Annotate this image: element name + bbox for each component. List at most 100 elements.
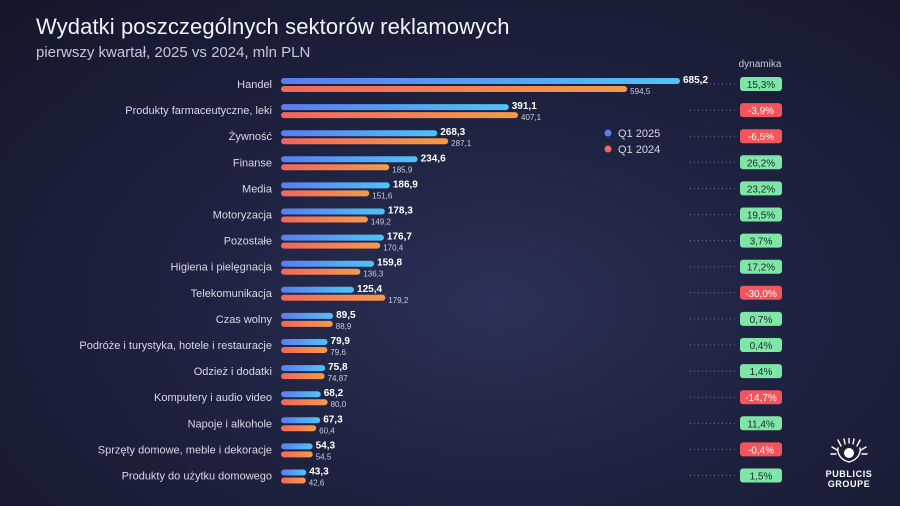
bar-q1-2024 [281, 268, 361, 275]
legend-marker [604, 129, 612, 137]
bar-q1-2024 [281, 477, 306, 484]
legend-marker [604, 145, 612, 153]
data-label-q1-2025: 54,3 [316, 440, 336, 451]
data-label-q1-2024: 287,1 [451, 139, 472, 148]
bar-q1-2025 [281, 417, 321, 424]
data-label-q1-2025: 159,8 [377, 258, 402, 269]
bar-q1-2025 [281, 182, 390, 189]
bar-q1-2025 [281, 104, 509, 111]
bar-q1-2025 [281, 156, 418, 163]
chart-title: Wydatki poszczególnych sektorów reklamow… [36, 14, 510, 39]
category-label: Żywność [229, 130, 273, 143]
bar-q1-2025 [281, 391, 321, 398]
data-label-q1-2025: 75,8 [328, 362, 348, 373]
dynamics-badge-negative [740, 285, 782, 300]
category-label: Komputery i audio video [154, 392, 272, 404]
data-label-q1-2025: 176,7 [387, 232, 412, 243]
category-label: Produkty do użytku domowego [122, 471, 272, 483]
category-label: Napoje i alkohole [188, 418, 272, 430]
bar-q1-2025 [281, 312, 334, 319]
category-label: Motoryzacja [213, 210, 273, 222]
data-label-q1-2025: 685,2 [683, 75, 708, 86]
bar-q1-2025 [281, 78, 680, 84]
dynamics-badge-positive [740, 338, 782, 352]
data-label-q1-2025: 178,3 [388, 206, 413, 217]
category-label: Higiena i pielęgnacja [170, 262, 272, 274]
dynamics-value: 19,5% [747, 211, 775, 222]
bar-q1-2024 [281, 138, 449, 145]
bar-q1-2024 [281, 294, 386, 301]
bar-q1-2025 [281, 234, 384, 241]
dynamics-badge-positive [740, 311, 782, 326]
dynamics-badge-positive [740, 207, 782, 222]
dynamics-value: 23,2% [747, 184, 775, 195]
bar-q1-2024 [281, 86, 628, 92]
bar-q1-2024 [281, 399, 328, 406]
logo-text-line2: GROUPE [827, 479, 871, 489]
dynamics-header: dynamika [738, 59, 782, 70]
data-label-q1-2025: 89,5 [336, 310, 356, 321]
data-label-q1-2024: 149,2 [371, 218, 392, 227]
data-label-q1-2025: 67,3 [323, 414, 343, 425]
lion-head-icon [830, 437, 868, 463]
dynamics-value: 11,4% [747, 419, 775, 430]
data-label-q1-2024: 185,9 [392, 165, 413, 174]
data-label-q1-2025: 268,3 [440, 127, 465, 138]
data-label-q1-2024: 151,6 [372, 191, 393, 200]
data-label-q1-2024: 136,3 [363, 270, 384, 279]
data-label-q1-2024: 79,6 [330, 348, 346, 357]
legend-label: Q1 2024 [618, 144, 660, 156]
data-label-q1-2024: 170,4 [383, 244, 404, 253]
dynamics-badge-positive [740, 233, 782, 248]
bar-q1-2024 [281, 216, 368, 223]
dynamics-value: -30,0% [745, 289, 777, 300]
bar-q1-2025 [281, 443, 313, 450]
dynamics-value: 3,7% [750, 237, 773, 248]
data-label-q1-2025: 43,3 [309, 467, 329, 478]
logo-text-line1: PUBLICIS [825, 469, 873, 479]
dynamics-badge-negative [740, 390, 782, 405]
dynamics-badge-positive [740, 259, 782, 274]
category-label: Telekomunikacja [191, 288, 273, 300]
bar-q1-2024 [281, 164, 390, 171]
dynamics-value: 17,2% [747, 263, 775, 274]
dynamics-value: 15,3% [747, 80, 775, 91]
bar-q1-2025 [281, 286, 355, 293]
bar-q1-2024 [281, 242, 381, 249]
bar-q1-2024 [281, 347, 328, 353]
bar-q1-2024 [281, 112, 519, 119]
legend: Q1 2025 Q1 2024 [604, 128, 660, 156]
data-label-q1-2024: 54,5 [316, 452, 332, 461]
category-label: Finanse [233, 157, 272, 169]
bar-q1-2024 [281, 320, 333, 327]
bar-q1-2025 [281, 469, 307, 476]
category-label: Media [242, 183, 273, 195]
dynamics-value: 26,2% [747, 158, 775, 169]
bar-q1-2025 [281, 260, 375, 267]
bar-q1-2025 [281, 208, 385, 215]
dynamics-value: -3,9% [748, 106, 774, 117]
dynamics-badge-negative [740, 442, 782, 457]
dynamics-value: 1,4% [750, 367, 773, 378]
data-label-q1-2025: 234,6 [421, 153, 446, 164]
legend-label: Q1 2025 [618, 128, 660, 140]
dynamics-value: 1,5% [750, 472, 773, 483]
dynamics-value: -0,4% [748, 445, 774, 456]
dynamics-badge-positive [740, 181, 782, 196]
category-label: Odzież i dodatki [194, 366, 272, 378]
category-label: Podróże i turystyka, hotele i restauracj… [79, 340, 272, 352]
dynamics-badge-positive [740, 155, 782, 170]
data-label-q1-2024: 594,5 [630, 87, 651, 96]
dynamics-value: -14,7% [745, 393, 777, 404]
dynamics-badge-positive [740, 77, 782, 91]
bar-q1-2024 [281, 451, 313, 458]
data-label-q1-2024: 80,0 [331, 400, 347, 409]
dynamics-value: -6,5% [748, 132, 774, 143]
data-label-q1-2024: 42,6 [309, 479, 325, 488]
bar-q1-2024 [281, 190, 370, 197]
bar-q1-2024 [281, 425, 317, 432]
data-label-q1-2025: 391,1 [512, 101, 537, 112]
dynamics-badge-positive [740, 416, 782, 431]
dynamics-badge-negative [740, 129, 782, 144]
